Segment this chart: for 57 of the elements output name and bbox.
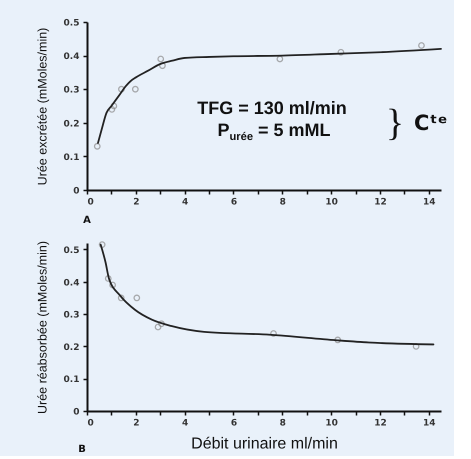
point xyxy=(418,42,425,49)
x-tick-label: 8 xyxy=(280,198,286,208)
y-tick-label: 0.3 xyxy=(64,310,80,321)
point xyxy=(110,102,118,110)
y-tick-label: 0 xyxy=(73,186,80,196)
annotation: } xyxy=(386,102,404,144)
y-tick-label: 0.2 xyxy=(64,342,80,353)
point xyxy=(157,56,164,62)
x-tick-label: 2 xyxy=(133,198,140,208)
y-axis-title: Urée réabsorbée (mMoles/min) xyxy=(36,241,50,414)
point xyxy=(104,275,112,282)
x-tick-label: 6 xyxy=(230,418,238,428)
point xyxy=(276,56,284,62)
text: B xyxy=(78,444,86,455)
x-tick-label: 10 xyxy=(325,198,338,208)
point xyxy=(270,330,277,337)
y-tick-label: 0.2 xyxy=(64,119,80,130)
annotation: Cᵗᵉ xyxy=(414,111,448,135)
point xyxy=(338,48,344,56)
x-tick-label: 2 xyxy=(133,418,140,428)
x-tick-label: 6 xyxy=(230,198,238,208)
point xyxy=(154,324,162,330)
x-tick-label: 0 xyxy=(88,418,94,428)
point xyxy=(98,241,106,248)
point xyxy=(158,320,165,328)
x-tick-label: 4 xyxy=(182,198,188,208)
point xyxy=(94,142,101,150)
x-tick-label: 8 xyxy=(280,418,286,428)
line-series xyxy=(100,244,434,346)
point xyxy=(412,343,420,350)
y-tick-label: 0.5 xyxy=(64,18,80,28)
x-tick-label: 0 xyxy=(88,198,94,208)
x-tick-label: 14 xyxy=(423,418,436,428)
y-tick-label: 0.1 xyxy=(64,152,80,163)
y-tick-label: 0.5 xyxy=(64,246,80,256)
point xyxy=(132,86,139,93)
point xyxy=(118,86,125,93)
x-axis-title: Débit urinaire ml/min xyxy=(191,436,338,452)
x-tick-label: 12 xyxy=(374,418,387,428)
point xyxy=(159,62,166,70)
x-tick-label: 4 xyxy=(182,418,188,428)
point xyxy=(334,336,342,344)
point xyxy=(109,282,116,288)
y-tick-label: 0.1 xyxy=(64,375,80,386)
annotation: TFG = 130 ml/min xyxy=(197,98,347,118)
x-tick-label: 10 xyxy=(325,418,338,428)
point xyxy=(133,294,140,302)
y-axis-title: Urée excrétée (mMoles/min) xyxy=(36,28,50,186)
y-tick-label: 0.3 xyxy=(64,86,80,96)
x-tick-label: 14 xyxy=(423,198,436,208)
x-tick-label: 12 xyxy=(374,198,387,208)
y-tick-label: 0.4 xyxy=(64,278,80,288)
y-tick-label: 0 xyxy=(73,408,80,418)
y-tick-label: 0.4 xyxy=(64,52,80,62)
text: A xyxy=(83,215,92,226)
point xyxy=(108,106,116,113)
point xyxy=(118,294,125,302)
